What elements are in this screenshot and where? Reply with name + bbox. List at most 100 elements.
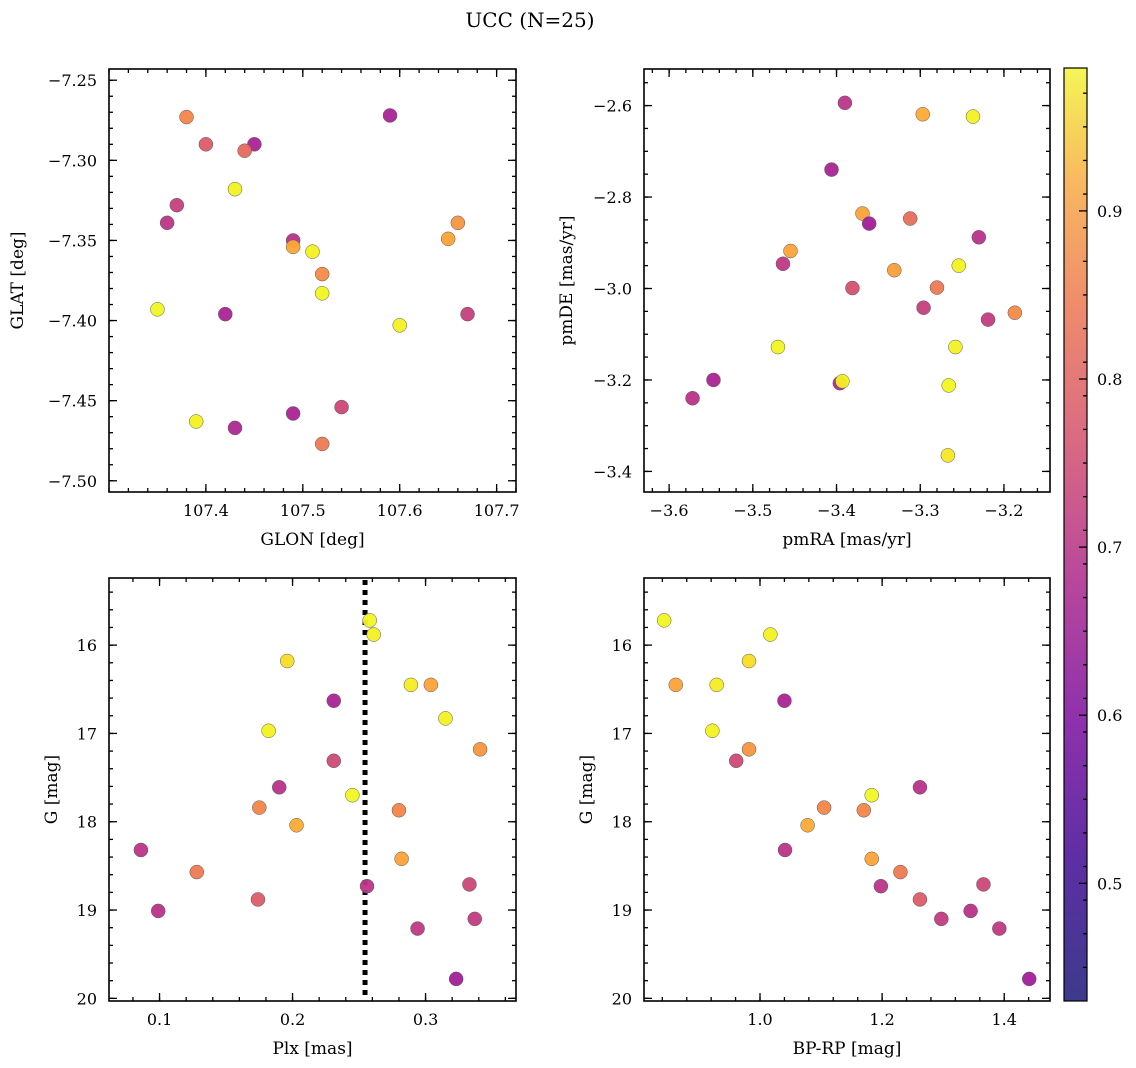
x-tick-label: 107.5 [280, 501, 326, 520]
data-point [326, 693, 342, 708]
data-point [448, 971, 464, 987]
data-point [783, 243, 798, 259]
data-point [963, 903, 978, 919]
data-point [893, 864, 908, 880]
y-tick-label: 20 [612, 989, 632, 1008]
data-point [362, 613, 377, 628]
panel-pm: −3.6 −3.5 −3.4 −3.3 −3.2 −3.4 −3.2 −3.0 −2.8 −2.6… [557, 68, 1051, 550]
data-point [403, 677, 419, 693]
colorbar-tick-label: 0.9 [1097, 202, 1122, 221]
data-point [941, 378, 956, 393]
data-point [250, 892, 266, 907]
data-point [887, 262, 902, 278]
data-point [305, 244, 320, 259]
data-point [916, 300, 931, 315]
y-tick-label: −3.2 [593, 371, 632, 390]
data-point [394, 851, 409, 867]
x-tick-label: 1.0 [747, 1010, 772, 1029]
data-point [709, 677, 724, 693]
x-tick-label: 107.4 [183, 501, 229, 520]
data-point [285, 406, 301, 421]
data-point [227, 420, 243, 436]
data-point [934, 911, 949, 927]
data-point [460, 306, 475, 322]
data-point [382, 108, 398, 123]
data-point [824, 162, 839, 177]
data-point [980, 312, 996, 327]
data-point [271, 780, 287, 795]
y-axis-label: G [mag] [577, 755, 597, 824]
data-point [410, 921, 425, 936]
data-point [855, 206, 870, 221]
colorbar-tick-label: 0.5 [1097, 874, 1122, 893]
colorbar-tick-label: 0.7 [1097, 538, 1122, 557]
data-point [777, 693, 792, 708]
data-point [706, 372, 721, 388]
colorbar: 0.5 0.6 0.7 0.8 0.9 [1063, 67, 1122, 1002]
data-point [971, 230, 987, 245]
data-point [392, 318, 407, 333]
data-point [227, 181, 243, 197]
data-point [929, 280, 945, 295]
y-tick-label: −7.40 [48, 312, 97, 331]
y-axis-label: pmDE [mas/yr] [557, 215, 577, 345]
y-tick-label: −7.50 [48, 472, 97, 491]
data-point [188, 414, 204, 429]
y-tick-label: 18 [77, 813, 97, 832]
data-point [314, 266, 330, 282]
panel-glon-glat: 107.4 107.5 107.6 107.7 −7.50 −7.45 −7.40 −7.35… [8, 68, 520, 550]
data-point [1007, 305, 1023, 320]
data-point [951, 258, 967, 273]
data-point [976, 877, 991, 892]
y-tick-label: 20 [77, 989, 97, 1008]
x-tick-label: 0.3 [413, 1010, 438, 1029]
plot-frame [643, 68, 1051, 493]
data-point [423, 677, 439, 693]
data-point [159, 215, 175, 231]
data-point [189, 864, 205, 880]
data-point [800, 818, 815, 833]
y-tick-label: −7.45 [48, 392, 97, 411]
figure-title: UCC (N=25) [465, 8, 594, 32]
data-point [438, 711, 453, 726]
data-point [864, 851, 879, 867]
x-tick-label: −3.6 [650, 501, 689, 520]
y-tick-label: −3.4 [593, 462, 632, 481]
plot-frame [108, 577, 517, 1002]
x-tick-label: −3.5 [733, 501, 772, 520]
data-point [252, 800, 267, 815]
data-point [289, 818, 304, 833]
x-tick-label: −3.3 [901, 501, 940, 520]
data-point [816, 800, 832, 815]
plot-frame [643, 577, 1051, 1002]
data-point [179, 109, 194, 125]
data-point [198, 137, 214, 152]
y-tick-label: 18 [612, 813, 632, 832]
data-point [656, 613, 672, 628]
y-axis-label: GLAT [deg] [8, 231, 28, 329]
colorbar-tick-label: 0.8 [1097, 370, 1122, 389]
data-point [992, 921, 1007, 936]
data-point [777, 842, 793, 858]
data-point [912, 892, 928, 907]
panels: 107.4 107.5 107.6 107.7 −7.50 −7.45 −7.40 −7.35… [8, 68, 1051, 1059]
y-tick-label: 17 [77, 724, 97, 743]
panel-cmd: 1.0 1.2 1.4 16 17 18 19 20 BP-RP [mag] G [mag] [577, 577, 1051, 1059]
data-point [668, 677, 683, 693]
data-point [334, 399, 349, 415]
data-point [150, 903, 166, 919]
data-point [775, 256, 791, 272]
y-tick-label: 16 [612, 636, 632, 655]
data-point [902, 211, 918, 226]
y-tick-label: 19 [77, 901, 97, 920]
data-point [359, 878, 375, 894]
x-tick-label: 107.7 [474, 501, 520, 520]
y-tick-label: 19 [612, 901, 632, 920]
data-point [450, 215, 466, 231]
data-point [150, 302, 165, 317]
data-point [345, 787, 360, 803]
y-tick-label: −7.25 [48, 71, 97, 90]
y-tick-label: 16 [77, 636, 97, 655]
x-tick-label: −3.4 [817, 501, 856, 520]
data-point [915, 107, 931, 122]
